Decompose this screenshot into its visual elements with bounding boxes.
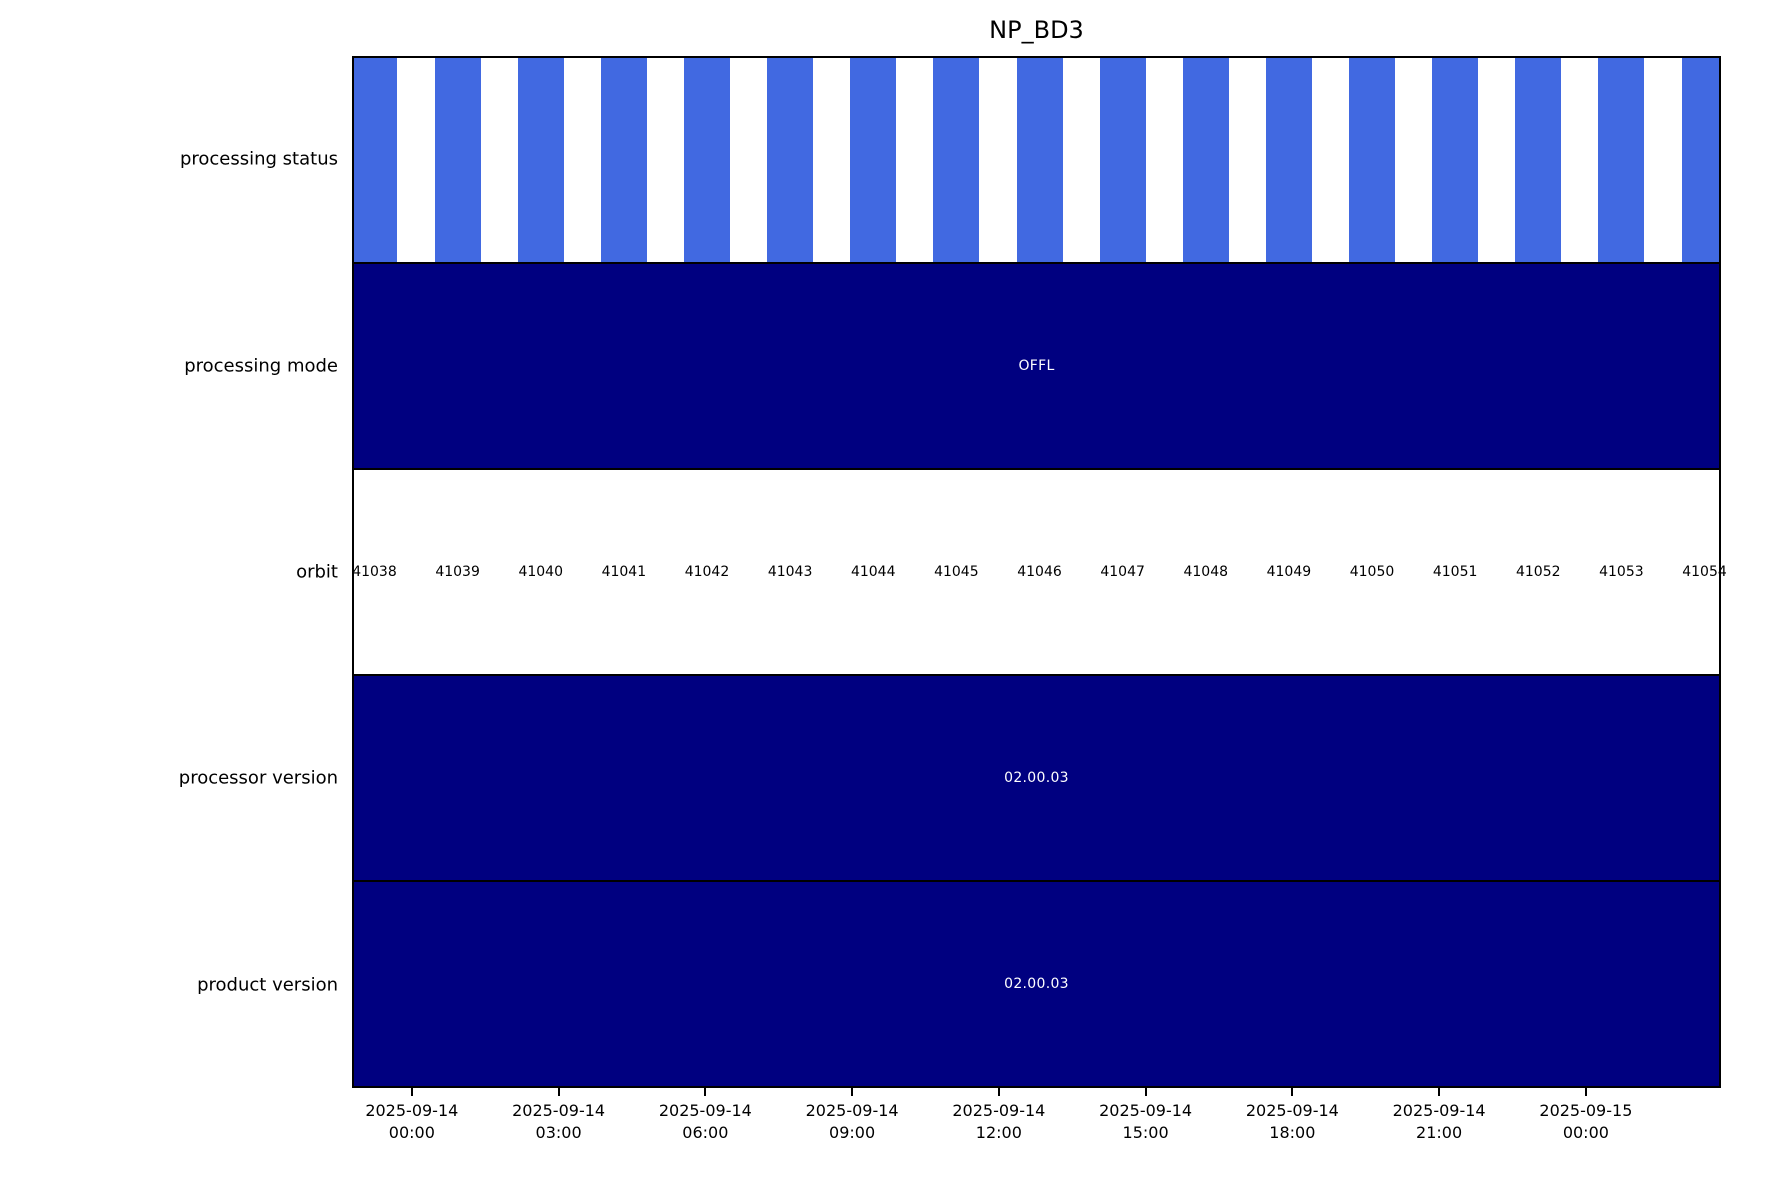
orbit-number-41038: 41038 [352, 564, 397, 580]
row-orbit: 41038 41039 41040 41041 41042 41043 41044 41045… [352, 470, 1727, 676]
orbit-number-41054: 41054 [1682, 564, 1727, 580]
x-tick-label-date: 2025-09-14 [1392, 1101, 1486, 1120]
x-tick-label-date: 2025-09-14 [1099, 1101, 1193, 1120]
orbit-number-41043: 41043 [767, 564, 813, 580]
row-processing-mode: OFFL [354, 264, 1719, 470]
processing-status-bar-orbit-41054 [1681, 58, 1719, 262]
x-tick-label-date: 2025-09-14 [805, 1101, 899, 1120]
x-tick-label-date: 2025-09-14 [1245, 1101, 1339, 1120]
processing-status-bar-orbit-41048 [1182, 58, 1229, 262]
x-tick-label: 2025-09-14 12:00 [952, 1100, 1045, 1143]
x-tick-label-time: 21:00 [1416, 1122, 1463, 1142]
x-tick-label: 2025-09-14 15:00 [1099, 1100, 1192, 1143]
y-label-product-version: product version [197, 974, 338, 996]
orbit-number-41048: 41048 [1183, 564, 1229, 580]
product-version-value: 02.00.03 [1004, 976, 1069, 992]
x-tick-mark [1438, 1088, 1441, 1096]
orbit-number-41050: 41050 [1349, 564, 1395, 580]
processing-status-bar-orbit-41040 [517, 58, 564, 262]
x-tick-mark [1584, 1088, 1587, 1096]
x-tick-mark [410, 1088, 413, 1096]
x-tick-mark [851, 1088, 854, 1096]
x-tick-label-time: 03:00 [535, 1122, 582, 1142]
processing-status-bar-orbit-41042 [683, 58, 730, 262]
row-processor-version: 02.00.03 [354, 676, 1719, 882]
orbit-number-41042: 41042 [684, 564, 730, 580]
processing-status-bar-orbit-41041 [600, 58, 647, 262]
processing-status-bar-orbit-41046 [1016, 58, 1063, 262]
x-axis: 2025-09-14 00:00 2025-09-14 03:00 2025-09-14… [352, 1088, 1721, 1173]
x-tick-label: 2025-09-14 18:00 [1246, 1100, 1339, 1143]
processing-status-bar-orbit-41053 [1598, 58, 1645, 262]
processing-status-bar-orbit-41052 [1515, 58, 1562, 262]
processing-status-bar-orbit-41047 [1099, 58, 1146, 262]
x-tick-label-time: 06:00 [682, 1122, 729, 1142]
y-axis-labels: processing status processing mode orbit pro… [0, 56, 344, 1088]
orbit-number-41044: 41044 [850, 564, 896, 580]
orbit-number-41049: 41049 [1266, 564, 1312, 580]
y-label-processing-status: processing status [179, 148, 338, 170]
x-tick-label: 2025-09-14 21:00 [1393, 1100, 1486, 1143]
processing-status-bar-orbit-41043 [767, 58, 814, 262]
orbit-number-41041: 41041 [601, 564, 647, 580]
x-tick-label-date: 2025-09-14 [365, 1101, 459, 1120]
chart-title: NP_BD3 [989, 16, 1084, 44]
orbit-number-41047: 41047 [1100, 564, 1145, 580]
x-tick-mark [1291, 1088, 1294, 1096]
x-tick-label-date: 2025-09-14 [658, 1101, 752, 1120]
processing-status-bar-orbit-41045 [933, 58, 980, 262]
orbit-number-41045: 41045 [934, 564, 979, 580]
processing-status-bar-orbit-41038 [354, 58, 398, 262]
processing-status-bar-orbit-41050 [1349, 58, 1396, 262]
x-tick-label-date: 2025-09-14 [512, 1101, 606, 1120]
processing-status-bar-orbit-41049 [1265, 58, 1312, 262]
processing-mode-value: OFFL [1018, 358, 1055, 374]
processor-version-value: 02.00.03 [1004, 770, 1069, 786]
x-tick-label-time: 00:00 [388, 1122, 435, 1142]
orbit-number-41040: 41040 [518, 564, 563, 580]
x-tick-mark [1144, 1088, 1147, 1096]
row-processing-status [354, 58, 1719, 264]
y-label-orbit: orbit [296, 561, 338, 583]
x-tick-mark [997, 1088, 1000, 1096]
x-tick-label-time: 15:00 [1122, 1122, 1169, 1142]
processing-status-bar-orbit-41044 [850, 58, 897, 262]
y-label-processor-version: processor version [178, 767, 338, 789]
x-tick-label: 2025-09-14 06:00 [659, 1100, 752, 1143]
x-tick-label-time: 00:00 [1562, 1122, 1609, 1142]
x-tick-mark [557, 1088, 560, 1096]
x-tick-label-date: 2025-09-15 [1539, 1101, 1633, 1120]
orbit-number-41039: 41039 [435, 564, 480, 580]
x-tick-label-time: 12:00 [975, 1122, 1022, 1142]
orbit-number-41046: 41046 [1017, 564, 1062, 580]
x-tick-label: 2025-09-15 00:00 [1539, 1100, 1632, 1143]
x-tick-mark [704, 1088, 707, 1096]
orbit-number-41052: 41052 [1515, 564, 1561, 580]
x-tick-label: 2025-09-14 03:00 [512, 1100, 605, 1143]
y-label-processing-mode: processing mode [184, 355, 338, 377]
row-product-version: 02.00.03 [354, 882, 1719, 1086]
x-tick-label: 2025-09-14 09:00 [806, 1100, 899, 1143]
x-tick-label-time: 18:00 [1269, 1122, 1316, 1142]
orbit-number-41053: 41053 [1599, 564, 1644, 580]
x-tick-label-time: 09:00 [829, 1122, 876, 1142]
processing-status-bar-orbit-41051 [1432, 58, 1479, 262]
orbit-number-41051: 41051 [1432, 564, 1478, 580]
processing-status-bar-orbit-41039 [434, 58, 481, 262]
x-tick-label-date: 2025-09-14 [952, 1101, 1046, 1120]
x-tick-label: 2025-09-14 00:00 [365, 1100, 458, 1143]
plot-area: OFFL 41038 41039 41040 41041 41042 41043 41044 4… [352, 56, 1727, 1088]
